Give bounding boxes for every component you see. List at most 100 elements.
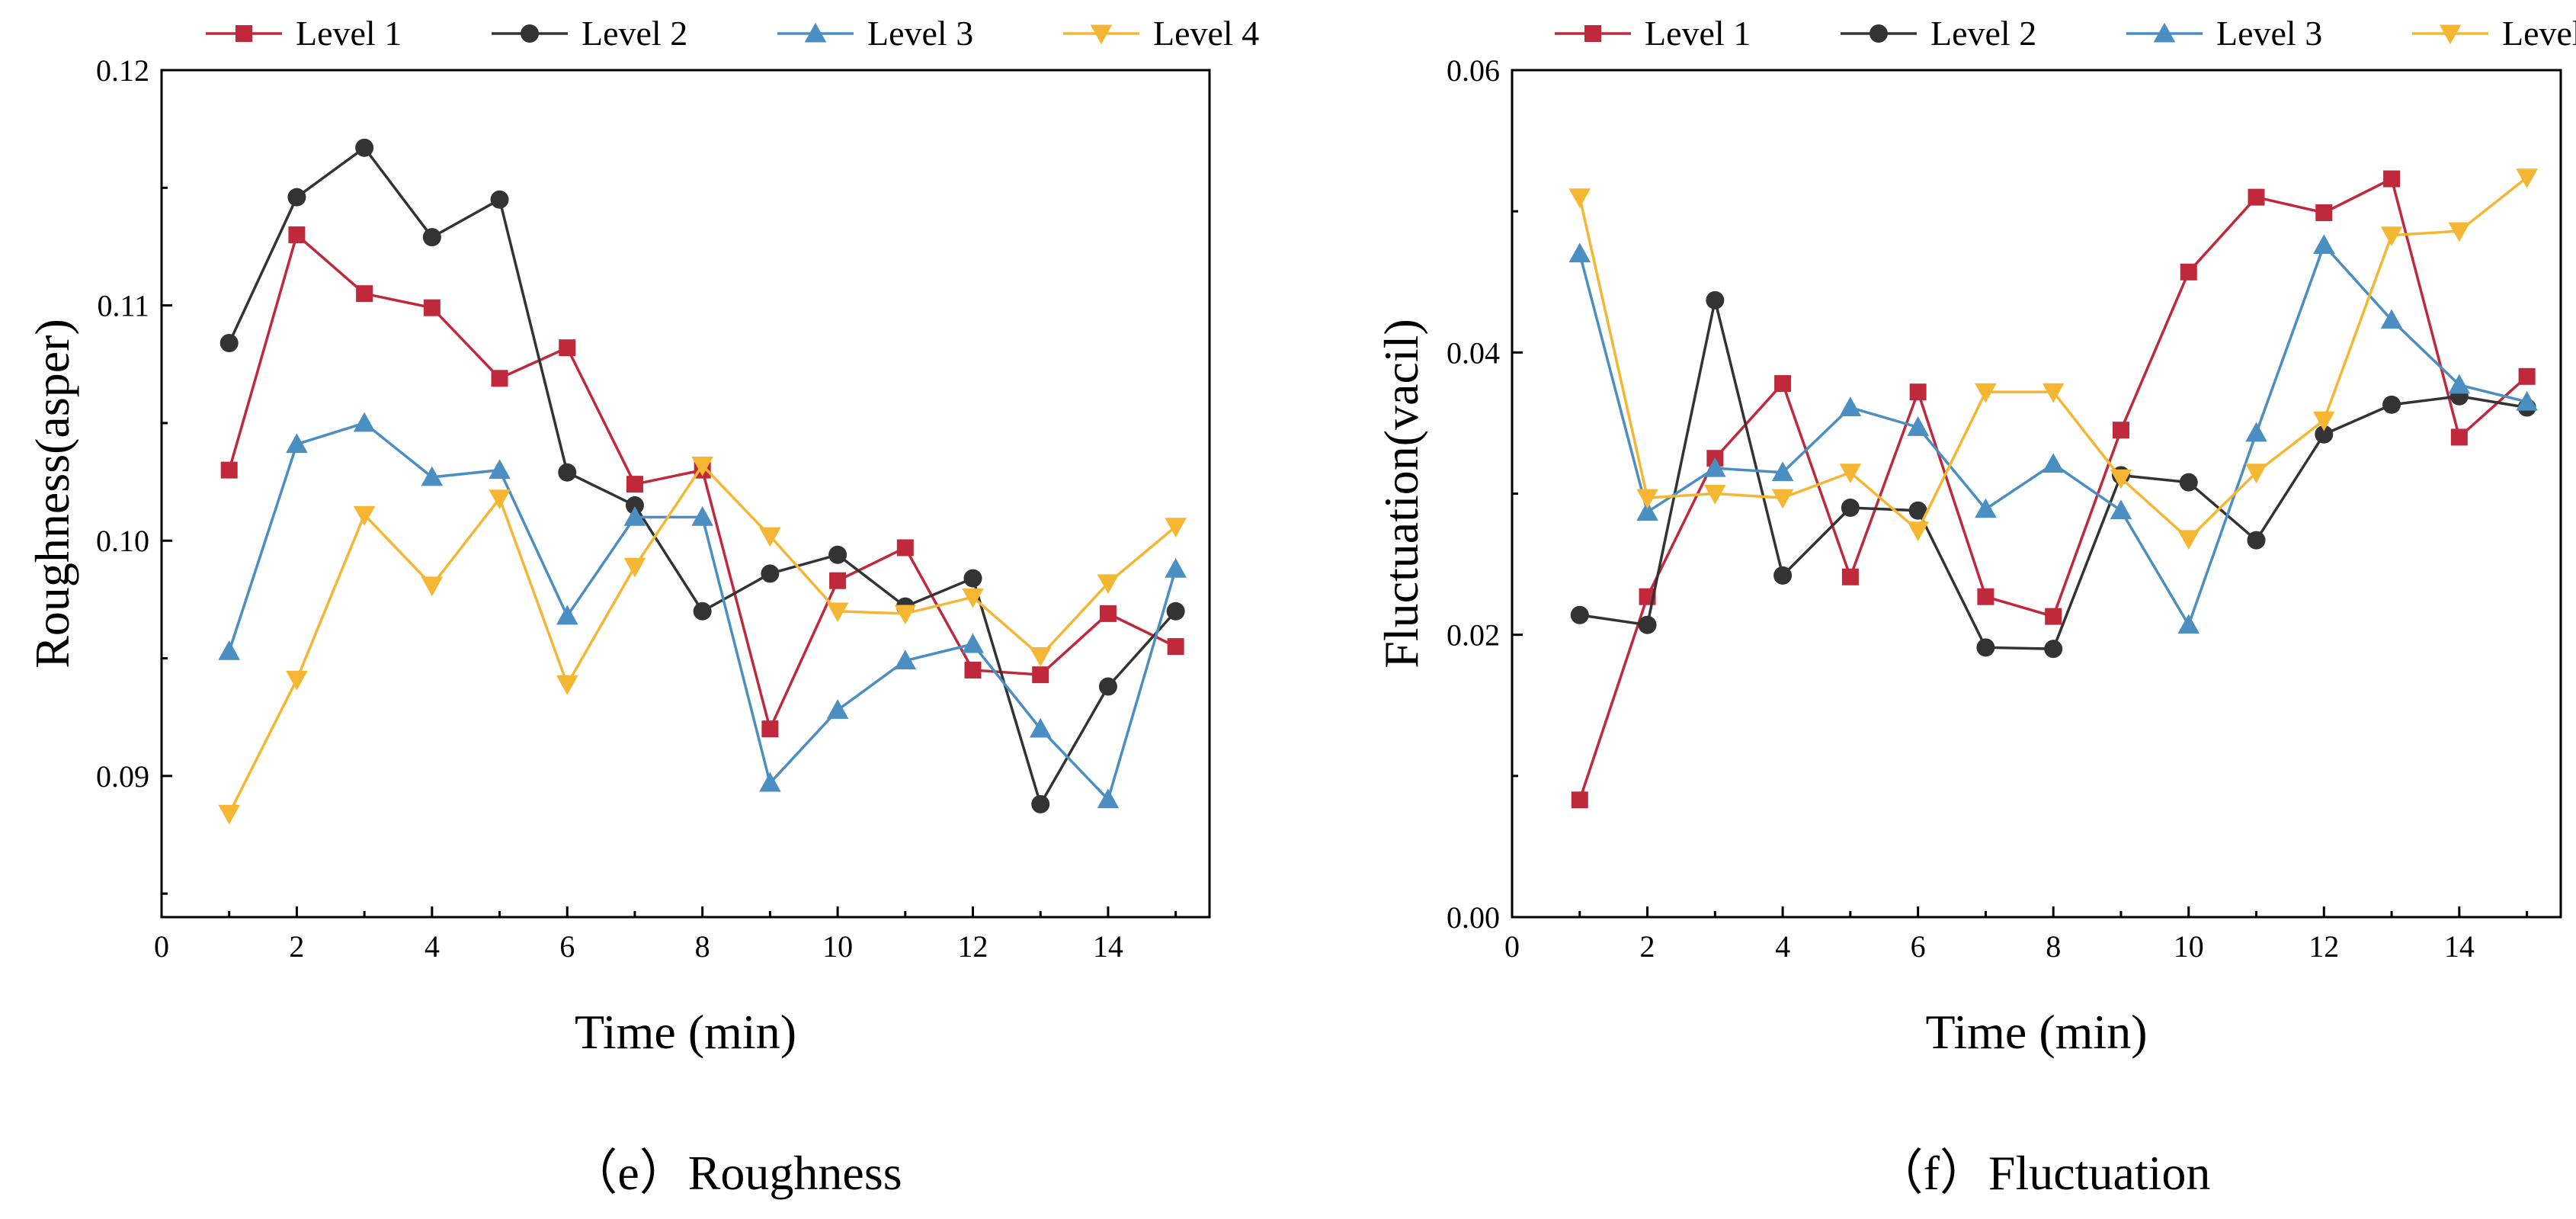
fluctuation-point-level-2 bbox=[1841, 499, 1860, 518]
roughness-x-tick-label: 10 bbox=[822, 929, 853, 964]
fluctuation-point-level-3 bbox=[2177, 614, 2200, 634]
fluctuation-legend: Level 1 Level 2 Level 3 Level 4 bbox=[1555, 14, 2576, 53]
fluctuation-x-tick-label: 4 bbox=[1775, 929, 1790, 964]
fluctuation-point-level-2 bbox=[1976, 638, 1995, 657]
fluctuation-legend-label-level-2: Level 2 bbox=[1930, 14, 2036, 53]
roughness-point-level-2 bbox=[355, 138, 374, 157]
roughness-x-tick-label: 8 bbox=[695, 929, 710, 964]
fluctuation-point-level-1 bbox=[1571, 791, 1588, 809]
fluctuation-point-level-4 bbox=[1771, 489, 1794, 509]
roughness-point-level-4 bbox=[1029, 647, 1052, 667]
roughness-point-level-1 bbox=[220, 461, 238, 479]
roughness-legend: Level 1 Level 2 Level 3 Level 4 bbox=[206, 14, 1259, 53]
fluctuation-point-level-4 bbox=[2380, 226, 2403, 246]
roughness-point-level-3 bbox=[421, 466, 444, 486]
fluctuation-point-level-1 bbox=[2383, 170, 2401, 188]
fluctuation-legend-marker-level-4 bbox=[2439, 24, 2462, 45]
roughness-x-axis-label: Time (min) bbox=[575, 1005, 796, 1059]
roughness-legend-label-level-1: Level 1 bbox=[296, 14, 402, 53]
roughness-point-level-4 bbox=[962, 588, 984, 608]
roughness-point-level-4 bbox=[218, 804, 241, 825]
fluctuation-point-level-4 bbox=[2448, 222, 2471, 242]
roughness-point-level-3 bbox=[691, 506, 713, 526]
fluctuation-point-level-1 bbox=[2112, 422, 2129, 439]
roughness-point-level-1 bbox=[761, 720, 779, 738]
fluctuation-legend-label-level-3: Level 3 bbox=[2216, 14, 2322, 53]
roughness-point-level-4 bbox=[691, 457, 713, 476]
fluctuation-y-tick-label: 0.04 bbox=[1447, 335, 1500, 370]
roughness-point-level-2 bbox=[1098, 677, 1117, 696]
fluctuation-point-level-2 bbox=[2382, 395, 2401, 414]
roughness-legend-label-level-2: Level 2 bbox=[582, 14, 687, 53]
fluctuation-point-level-1 bbox=[1977, 588, 1994, 605]
roughness-point-level-1 bbox=[896, 539, 914, 557]
roughness-point-level-2 bbox=[1166, 601, 1185, 621]
fluctuation-point-level-2 bbox=[2315, 425, 2334, 444]
roughness-legend-label-level-4: Level 4 bbox=[1153, 14, 1259, 53]
fluctuation-point-level-3 bbox=[1568, 242, 1591, 263]
fluctuation-point-level-2 bbox=[2179, 473, 2198, 492]
roughness-point-level-2 bbox=[422, 228, 441, 247]
fluctuation-point-level-1 bbox=[2180, 263, 2197, 281]
fluctuation-axes-ticks: 0 2 4 6 8 10 12 14 0.00 0.02 0.04 0.06 bbox=[1447, 53, 2529, 964]
fluctuation-point-level-3 bbox=[1907, 416, 1929, 436]
fluctuation-point-level-1 bbox=[2518, 367, 2536, 385]
roughness-point-level-4 bbox=[894, 605, 917, 625]
roughness-point-level-4 bbox=[1165, 518, 1187, 538]
fluctuation-caption: （f）Fluctuation bbox=[1875, 1146, 2211, 1200]
roughness-x-tick-label: 2 bbox=[289, 929, 304, 964]
roughness-point-level-1 bbox=[1167, 638, 1184, 656]
fluctuation-point-level-3 bbox=[1636, 501, 1658, 521]
fluctuation-point-level-4 bbox=[2110, 469, 2132, 489]
fluctuation-x-tick-label: 6 bbox=[1911, 929, 1926, 964]
fluctuation-legend-marker-level-2 bbox=[1870, 24, 1888, 43]
roughness-point-level-4 bbox=[759, 527, 781, 547]
fluctuation-point-level-4 bbox=[1704, 485, 1726, 505]
roughness-point-level-4 bbox=[286, 670, 308, 691]
fluctuation-point-level-1 bbox=[1841, 568, 1859, 585]
roughness-point-level-1 bbox=[559, 339, 576, 357]
roughness-point-level-1 bbox=[964, 661, 982, 678]
fluctuation-point-level-1 bbox=[2248, 188, 2265, 206]
fluctuation-point-level-4 bbox=[1839, 464, 1862, 484]
fluctuation-point-level-1 bbox=[1774, 375, 1792, 393]
roughness-point-level-1 bbox=[491, 370, 508, 387]
roughness-point-level-1 bbox=[423, 299, 441, 316]
roughness-y-axis-label: Roughness(asper) bbox=[25, 319, 79, 669]
roughness-point-level-3 bbox=[286, 433, 308, 454]
roughness-y-tick-label: 0.09 bbox=[96, 759, 149, 794]
roughness-y-tick-label: 0.11 bbox=[97, 289, 149, 323]
fluctuation-point-level-1 bbox=[2450, 428, 2468, 446]
roughness-caption: （e）Roughness bbox=[569, 1146, 902, 1200]
fluctuation-x-tick-label: 2 bbox=[1640, 929, 1655, 964]
roughness-point-level-1 bbox=[288, 226, 306, 244]
fluctuation-point-level-4 bbox=[2245, 464, 2267, 484]
roughness-point-level-1 bbox=[626, 476, 643, 493]
fluctuation-point-level-2 bbox=[1638, 615, 1657, 634]
roughness-point-level-2 bbox=[287, 188, 306, 207]
fluctuation-point-level-3 bbox=[1704, 457, 1726, 477]
fluctuation-plot-frame bbox=[1511, 69, 2562, 919]
roughness-point-level-3 bbox=[1029, 717, 1052, 738]
roughness-point-level-3 bbox=[556, 605, 578, 625]
roughness-legend-marker-level-3 bbox=[804, 22, 827, 43]
roughness-point-level-2 bbox=[625, 496, 644, 515]
fluctuation-point-level-4 bbox=[1975, 383, 1997, 403]
roughness-point-level-3 bbox=[962, 633, 984, 653]
roughness-point-level-1 bbox=[356, 285, 373, 303]
fluctuation-legend-label-level-1: Level 1 bbox=[1645, 14, 1751, 53]
roughness-point-level-1 bbox=[1032, 666, 1049, 684]
roughness-point-level-2 bbox=[963, 569, 982, 588]
roughness-legend-marker-level-2 bbox=[521, 24, 539, 43]
roughness-point-level-3 bbox=[623, 506, 646, 526]
fluctuation-point-level-2 bbox=[1908, 501, 1927, 520]
fluctuation-point-level-1 bbox=[1909, 383, 1927, 401]
fluctuation-point-level-4 bbox=[2042, 383, 2065, 403]
fluctuation-point-level-2 bbox=[1773, 566, 1793, 585]
fluctuation-y-tick-label: 0.02 bbox=[1447, 618, 1500, 653]
fluctuation-point-level-3 bbox=[2110, 499, 2132, 520]
roughness-point-level-1 bbox=[1099, 605, 1117, 622]
roughness-chart-panel: Level 1 Level 2 Level 3 Level 4 0 2 4 6 8 10 12 14… bbox=[25, 14, 1259, 1200]
fluctuation-point-level-1 bbox=[2045, 608, 2062, 625]
fluctuation-point-level-3 bbox=[2042, 453, 2065, 473]
